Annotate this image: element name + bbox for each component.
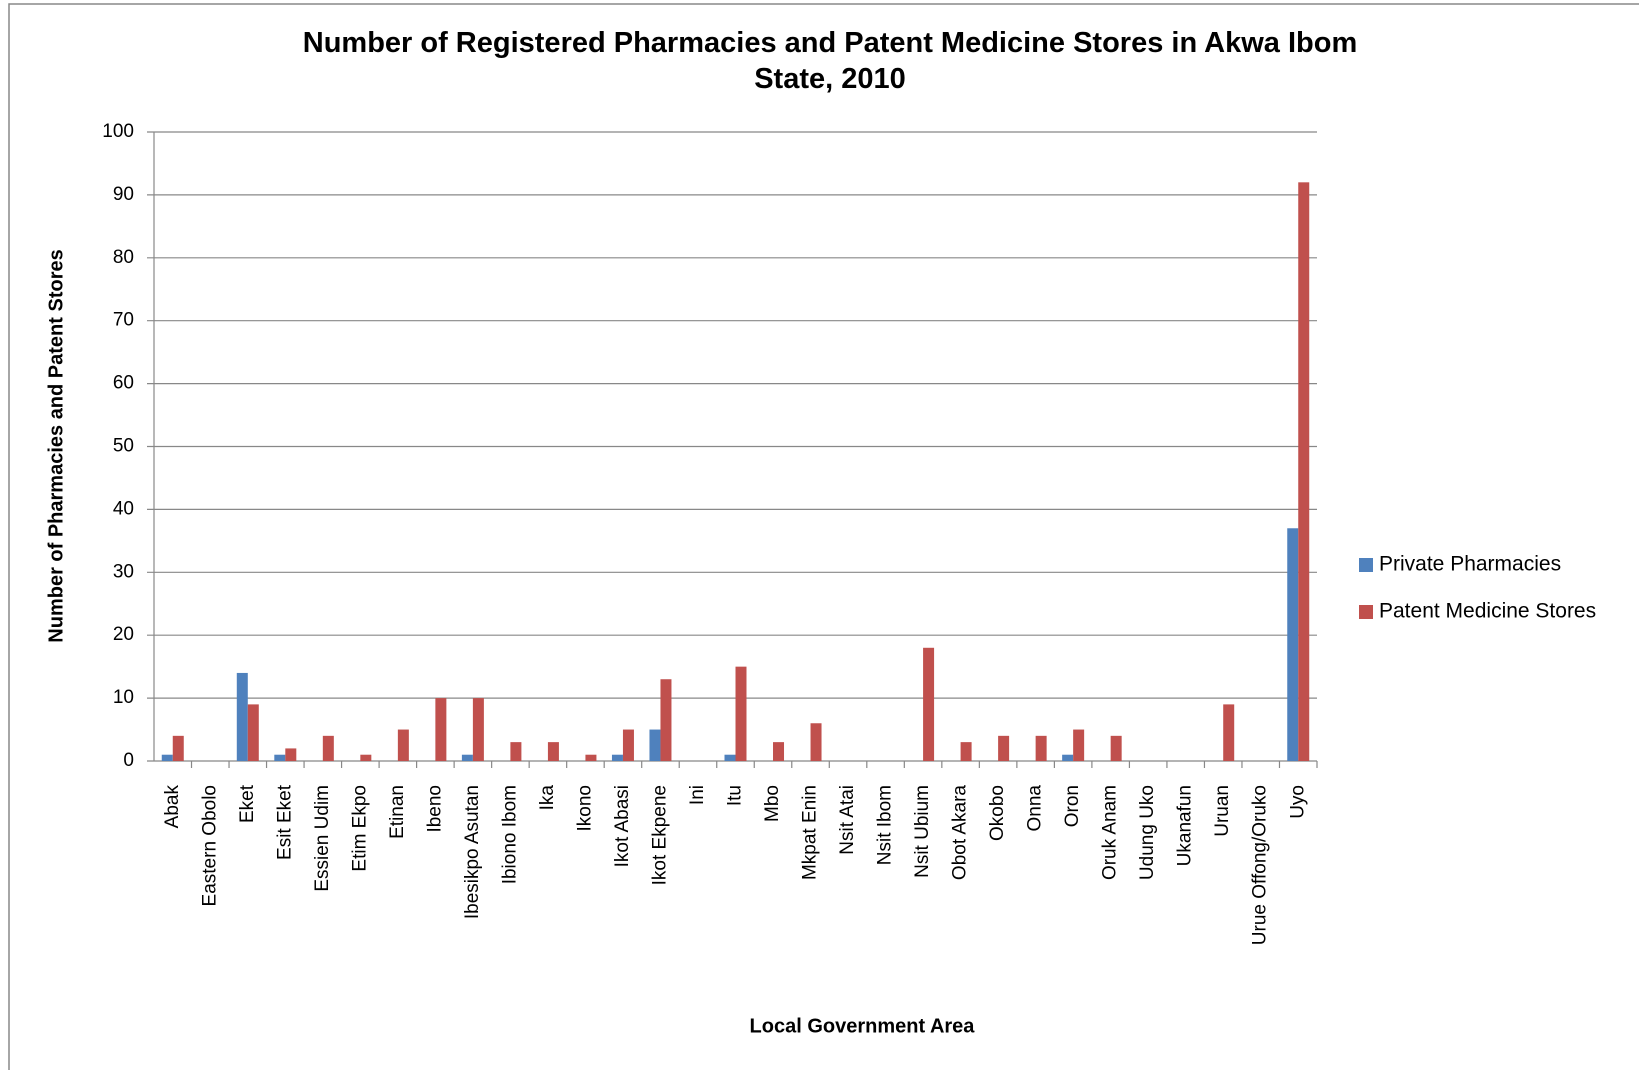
x-tick-label: Nsit Ibom	[875, 785, 896, 865]
x-tick-label: Onna	[1025, 785, 1046, 832]
legend-swatch	[1359, 605, 1373, 619]
y-tick-label: 40	[113, 498, 134, 519]
x-tick-label: Obot Akara	[950, 785, 971, 880]
x-tick-label: Oron	[1062, 785, 1083, 827]
x-tick-label: Abak	[162, 785, 183, 829]
x-tick-label: Okobo	[987, 785, 1008, 841]
x-tick-label: Eastern Obolo	[199, 785, 220, 906]
x-tick-label: Mbo	[762, 785, 783, 822]
x-tick-label: Udung Uko	[1137, 785, 1158, 880]
x-tick-label: Etim Ekpo	[349, 785, 370, 872]
x-tick-label: Essien Udim	[312, 785, 333, 892]
x-tick-label: Ini	[687, 785, 708, 805]
x-tick-label: Uyo	[1287, 785, 1308, 819]
x-tick-label: Uruan	[1212, 785, 1233, 837]
y-tick-label: 20	[113, 624, 134, 645]
x-tick-label: Itu	[725, 785, 746, 806]
bar	[274, 754, 286, 761]
bar	[1223, 704, 1235, 761]
bar	[923, 647, 935, 761]
y-tick-label: 30	[113, 561, 134, 582]
x-tick-label: Oruk Anam	[1100, 785, 1121, 880]
bar	[660, 679, 672, 761]
bar	[236, 672, 248, 761]
bar	[735, 666, 747, 761]
x-tick-label: Ibeno	[424, 785, 445, 833]
y-axis-label: Number of Pharmacies and Patent Stores	[45, 249, 67, 642]
bar	[585, 754, 597, 761]
x-tick-label: Ikot Abasi	[612, 785, 633, 867]
bar	[161, 754, 173, 761]
chart-title: Number of Registered Pharmacies and Pate…	[303, 27, 1357, 95]
x-axis-label: Local Government Area	[750, 1015, 976, 1037]
bar	[360, 754, 372, 761]
chart-frame	[8, 3, 1639, 1070]
x-tick-label: Eket	[237, 784, 258, 823]
bar	[1073, 729, 1085, 761]
bar	[247, 704, 259, 761]
bar	[1298, 182, 1310, 761]
y-tick-label: 60	[113, 373, 134, 394]
bar	[397, 729, 409, 761]
bar	[810, 723, 822, 761]
bar	[1062, 754, 1074, 761]
x-tick-label: Nsit Atai	[837, 785, 858, 855]
bar	[649, 729, 661, 761]
legend-label: Private Pharmacies	[1379, 553, 1561, 576]
bar	[622, 729, 634, 761]
y-tick-label: 90	[113, 184, 134, 205]
x-tick-label: Ikot Ekpene	[649, 785, 670, 885]
legend-swatch	[1359, 558, 1373, 572]
bar	[461, 754, 473, 761]
bar	[472, 698, 484, 761]
bar	[285, 748, 297, 761]
bar	[1110, 735, 1122, 761]
x-tick-label: Esit Eket	[274, 784, 295, 860]
legend-label: Patent Medicine Stores	[1379, 600, 1596, 623]
x-tick-label: Urue Offong/Oruko	[1250, 785, 1271, 945]
x-tick-label: Ibiono Ibom	[499, 785, 520, 884]
bar	[322, 735, 334, 761]
x-tick-label: Ika	[537, 785, 558, 811]
y-tick-label: 50	[113, 436, 134, 457]
x-tick-label: Etinan	[387, 785, 408, 839]
bar	[510, 742, 522, 761]
bar	[611, 754, 623, 761]
y-tick-label: 100	[102, 121, 134, 142]
bar	[960, 742, 972, 761]
bar	[998, 735, 1010, 761]
bar	[1035, 735, 1047, 761]
y-tick-label: 80	[113, 247, 134, 268]
bar	[724, 754, 736, 761]
x-tick-label: Ukanafun	[1175, 785, 1196, 866]
bar	[1287, 528, 1299, 761]
x-tick-label: Nsit Ubium	[912, 785, 933, 878]
y-tick-label: 10	[113, 687, 134, 708]
x-tick-label: Ikono	[574, 785, 595, 831]
x-tick-label: Mkpat Enin	[800, 785, 821, 880]
bar	[547, 742, 559, 761]
bar	[773, 742, 785, 761]
bar	[435, 698, 447, 761]
x-tick-label: Ibesikpo Asutan	[462, 785, 483, 919]
y-tick-label: 0	[123, 750, 134, 771]
bar	[172, 735, 184, 761]
y-tick-label: 70	[113, 310, 134, 331]
